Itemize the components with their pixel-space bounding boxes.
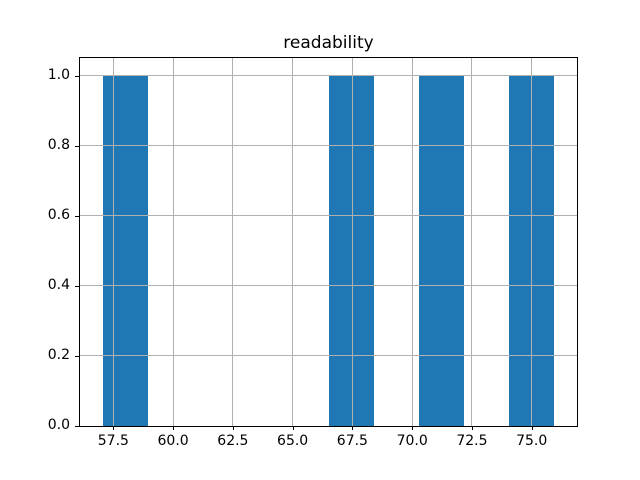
x-tick [471, 426, 473, 430]
y-tick [75, 75, 79, 77]
x-tick [173, 426, 175, 430]
y-tick-label: 0.4 [47, 276, 70, 293]
x-gridline [292, 58, 294, 426]
y-tick-label: 0.2 [47, 346, 70, 363]
y-gridline [80, 215, 577, 217]
y-tick-label: 1.0 [47, 66, 70, 83]
x-tick-label: 65.0 [277, 433, 309, 449]
chart-title: readability [283, 33, 374, 53]
y-tick-label: 0.0 [47, 417, 70, 433]
x-tick-label: 72.5 [456, 433, 488, 449]
plot-area: 57.5 60.0 62.5 65.0 67.5 70.0 72.5 75.0 0.0 0.2 0.… [48, 57, 578, 449]
x-tick-label: 60.0 [157, 433, 189, 449]
y-tick-label: 0.6 [47, 206, 70, 223]
y-gridline [80, 355, 577, 357]
y-tick [75, 355, 79, 357]
x-tick [531, 426, 533, 430]
x-gridline [232, 58, 234, 426]
y-gridline [80, 425, 577, 427]
y-tick [75, 145, 79, 147]
histogram-bar [418, 75, 465, 426]
x-gridline [531, 58, 533, 426]
y-gridline [80, 145, 577, 147]
x-tick-label: 67.5 [336, 433, 368, 449]
x-tick [352, 426, 354, 430]
y-tick [75, 215, 79, 217]
y-gridline [80, 75, 577, 77]
x-tick [292, 426, 294, 430]
y-tick-label: 0.8 [47, 136, 70, 153]
y-tick [75, 426, 79, 427]
y-gridline [80, 285, 577, 287]
x-tick-label: 62.5 [217, 433, 249, 449]
x-gridline [411, 58, 413, 426]
x-tick-label: 70.0 [396, 433, 428, 449]
histogram-bar [102, 75, 148, 426]
x-gridline [112, 58, 114, 426]
x-tick [412, 426, 414, 430]
histogram-bar [328, 75, 374, 426]
y-tick [75, 285, 79, 287]
x-gridline [351, 58, 353, 426]
x-tick [232, 426, 234, 430]
x-gridline [471, 58, 473, 426]
x-tick-label: 75.0 [516, 433, 548, 449]
x-tick-label: 57.5 [97, 433, 129, 449]
x-tick [113, 426, 115, 430]
x-gridline [172, 58, 174, 426]
